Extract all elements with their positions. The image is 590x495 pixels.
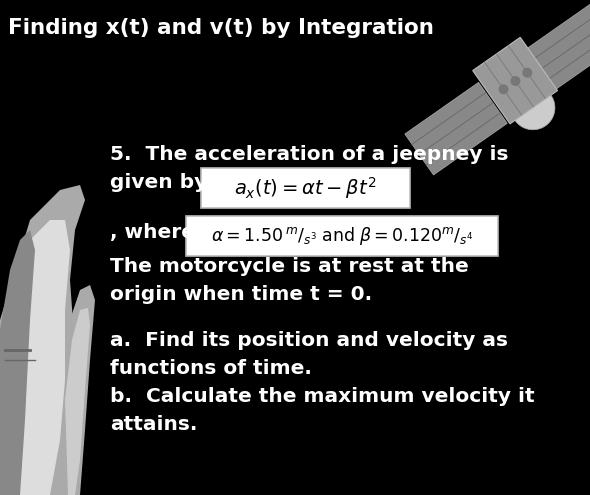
FancyBboxPatch shape (201, 168, 410, 208)
Circle shape (510, 76, 520, 86)
Polygon shape (65, 308, 90, 495)
Polygon shape (473, 37, 558, 124)
Text: functions of time.: functions of time. (110, 359, 312, 378)
Text: a.  Find its position and velocity as: a. Find its position and velocity as (110, 331, 508, 350)
Text: origin when time t = 0.: origin when time t = 0. (110, 285, 372, 304)
Polygon shape (515, 95, 555, 130)
Text: $\alpha = 1.50\,^{m}/_{s^3}\;\mathrm{and}\;\beta = 0.120^{m}/_{s^4}$: $\alpha = 1.50\,^{m}/_{s^3}\;\mathrm{and… (211, 225, 473, 247)
Polygon shape (0, 185, 85, 495)
Polygon shape (527, 0, 590, 89)
Text: 5.  The acceleration of a jeepney is: 5. The acceleration of a jeepney is (110, 145, 509, 164)
Text: attains.: attains. (110, 415, 198, 434)
Polygon shape (62, 285, 95, 495)
Circle shape (499, 84, 509, 94)
FancyBboxPatch shape (186, 216, 498, 256)
Text: given by: given by (110, 173, 207, 192)
Text: b.  Calculate the maximum velocity it: b. Calculate the maximum velocity it (110, 387, 535, 406)
Text: $a_x(t) = \alpha t - \beta t^2$: $a_x(t) = \alpha t - \beta t^2$ (234, 175, 377, 201)
Polygon shape (0, 220, 70, 495)
Polygon shape (405, 82, 507, 175)
Circle shape (522, 68, 532, 78)
Text: Finding x(t) and v(t) by Integration: Finding x(t) and v(t) by Integration (8, 18, 434, 38)
Polygon shape (0, 230, 35, 495)
Text: The motorcycle is at rest at the: The motorcycle is at rest at the (110, 257, 468, 276)
Text: , where: , where (110, 223, 195, 242)
